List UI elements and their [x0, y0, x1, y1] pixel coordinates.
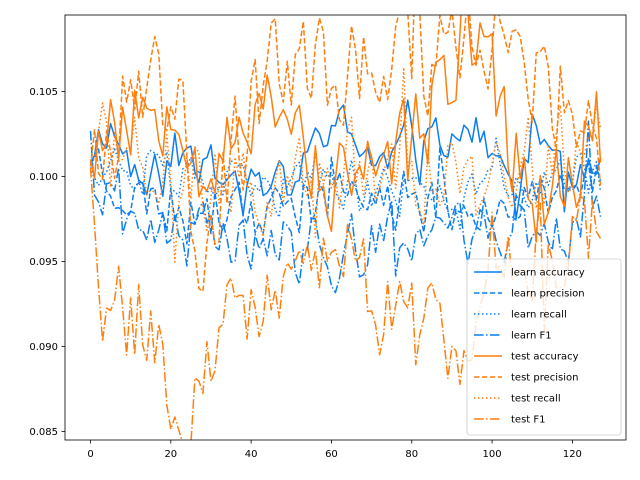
legend-label: learn precision [511, 289, 585, 300]
legend-label: test F1 [511, 415, 546, 426]
legend-box [466, 258, 622, 436]
x-tick-label: 80 [405, 449, 418, 460]
legend-label: test recall [511, 394, 561, 405]
legend-label: test accuracy [511, 352, 579, 363]
x-tick-label: 100 [483, 449, 502, 460]
x-tick-label: 20 [164, 449, 177, 460]
x-tick-label: 60 [325, 449, 338, 460]
x-tick-label: 120 [563, 449, 582, 460]
series-line-test-recall [89, 66, 602, 263]
y-tick-label: 0.095 [29, 257, 58, 268]
legend-label: learn F1 [511, 331, 552, 342]
y-axis: 0.085 0.090 0.095 0.100 0.105 [29, 87, 65, 438]
y-tick-label: 0.105 [29, 87, 58, 98]
legend-label: learn accuracy [511, 268, 585, 279]
series-layer [89, 15, 602, 440]
legend-label: learn recall [511, 310, 567, 321]
series-line-test-precision [89, 15, 602, 293]
legend: learn accuracy learn precision learn recal… [466, 258, 622, 436]
plot-frame [64, 14, 627, 441]
y-tick-label: 0.100 [29, 172, 58, 183]
y-tick-label: 0.090 [29, 342, 58, 353]
series-line-learn-accuracy [89, 99, 602, 220]
legend-label: test precision [511, 373, 579, 384]
x-tick-label: 40 [245, 449, 258, 460]
y-tick-label: 0.085 [29, 427, 58, 438]
x-axis: 0 20 40 60 80 100 120 [87, 440, 582, 460]
x-tick-label: 0 [87, 449, 93, 460]
